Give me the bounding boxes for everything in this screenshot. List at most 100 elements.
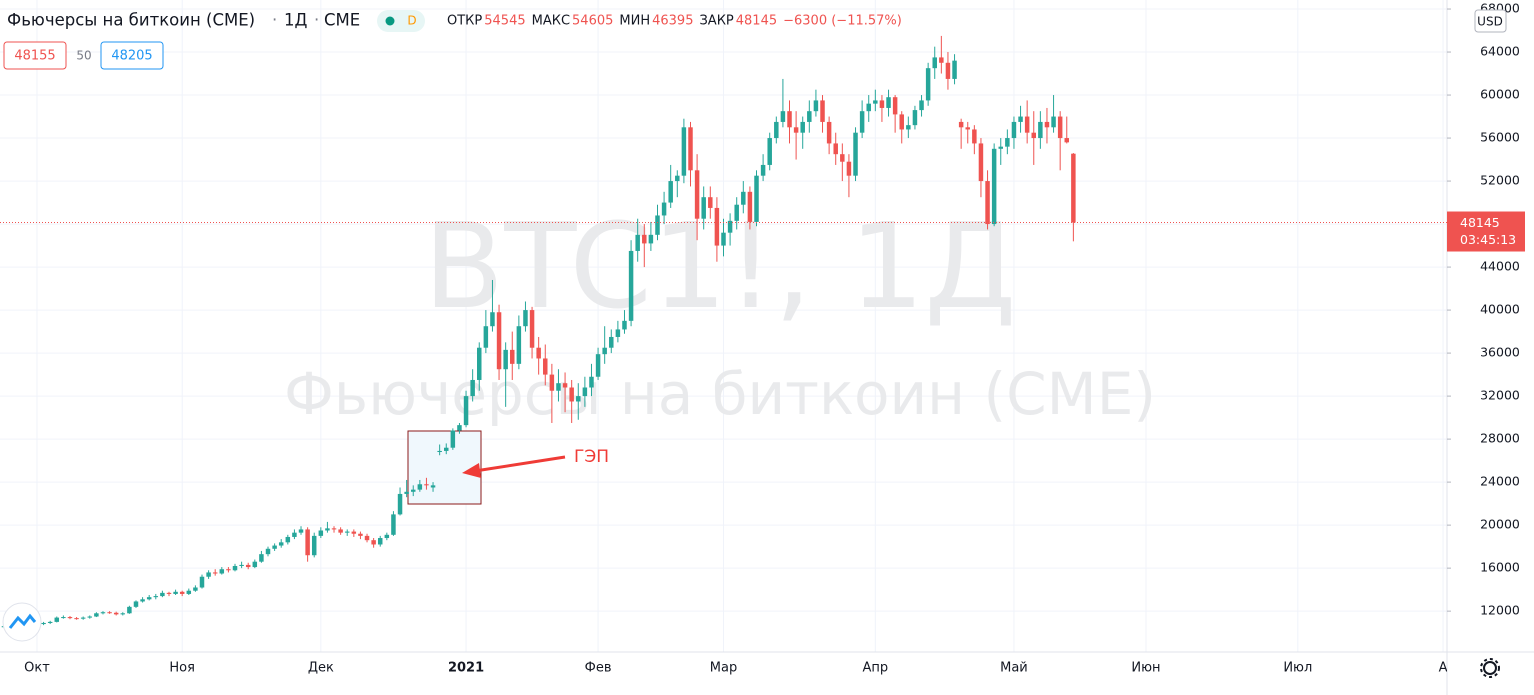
y-tick-label: 60000	[1480, 87, 1520, 102]
candle-body	[873, 100, 878, 104]
y-tick-label: 20000	[1480, 517, 1520, 532]
candle-body	[166, 592, 172, 594]
candle-body	[859, 111, 865, 133]
x-tick-label: Окт	[24, 661, 50, 676]
candle-body	[47, 621, 53, 623]
x-tick-label: Апр	[863, 661, 889, 676]
settings-gear[interactable]	[1480, 658, 1500, 678]
ask-box[interactable]	[100, 41, 164, 70]
y-tick-label: 44000	[1480, 259, 1520, 274]
candle-body	[912, 110, 918, 126]
candle-body	[41, 622, 46, 625]
candle-body	[760, 164, 766, 176]
candle-body	[1031, 132, 1037, 139]
candle-body	[635, 234, 640, 251]
candle-body	[252, 561, 258, 568]
candle-body	[318, 530, 324, 536]
candle-body	[998, 146, 1003, 149]
candle-body	[965, 127, 970, 130]
candle-body	[226, 569, 231, 571]
candle-body	[384, 534, 390, 539]
candle-body	[1044, 121, 1050, 128]
candle-body	[358, 533, 363, 536]
logo[interactable]	[2, 602, 42, 642]
candle-body	[932, 57, 937, 69]
candle-body	[87, 616, 93, 618]
x-tick-label: Ноя	[169, 661, 195, 676]
candle-body	[74, 618, 79, 620]
candle-body	[463, 396, 469, 426]
candle-body	[100, 612, 106, 614]
candle-body	[661, 202, 667, 216]
candle-body	[529, 310, 535, 348]
candle-body	[925, 68, 931, 101]
x-tick-label: А	[1439, 661, 1448, 676]
candle-body	[377, 538, 383, 545]
currency-box[interactable]	[1474, 9, 1507, 33]
candle-body	[1071, 153, 1076, 223]
y-tick-label: 28000	[1480, 431, 1520, 446]
candle-body	[351, 531, 357, 534]
candle-body	[681, 127, 687, 176]
candle-body	[285, 536, 291, 543]
candle-body	[391, 514, 396, 535]
candle-body	[67, 617, 73, 619]
candle-body	[212, 572, 218, 574]
candle-body	[543, 358, 548, 375]
annotation-label: ГЭП	[574, 447, 609, 467]
candle-body	[239, 564, 244, 566]
candle-body	[1064, 138, 1070, 143]
session-badge: D	[407, 14, 416, 28]
annotation-arrow	[474, 455, 566, 473]
legend-item: МАКС	[532, 14, 570, 29]
gear-ring	[1483, 661, 1497, 675]
y-tick-label: 36000	[1480, 345, 1520, 360]
interval: 1Д	[284, 11, 307, 30]
candle-body	[892, 97, 898, 115]
y-tick-label: 12000	[1480, 603, 1520, 618]
candle-body	[655, 215, 660, 235]
candle-body	[807, 111, 812, 122]
legend-item: 54545	[484, 14, 525, 29]
candle-body	[292, 532, 297, 537]
candle-body	[245, 564, 251, 568]
candle-body	[615, 329, 621, 337]
candle-body	[582, 387, 588, 397]
candle-body	[853, 132, 858, 176]
candle-body	[648, 234, 654, 244]
candle-body	[767, 138, 772, 165]
candle-body	[609, 336, 614, 348]
candle-body	[496, 312, 502, 370]
x-axis-labels: Окт Ноя Дек 2021 Фев Мар Апр Май Июн Июл А	[24, 661, 1447, 676]
candle-body	[569, 387, 574, 402]
candle-body	[602, 347, 607, 355]
candle-body	[675, 175, 680, 182]
candle-body	[576, 396, 581, 402]
candle-body	[364, 535, 370, 541]
spread: 50	[76, 49, 91, 63]
candle-body	[265, 548, 271, 555]
bid-box[interactable]	[3, 41, 67, 70]
candle-body	[457, 425, 462, 431]
candle-body	[430, 485, 436, 488]
candle-body	[958, 121, 964, 128]
candle-body	[113, 612, 119, 615]
candle-body	[939, 57, 944, 63]
candle-body	[945, 62, 951, 79]
candle-body	[727, 220, 733, 233]
candle-body	[708, 197, 713, 208]
candle-body	[800, 121, 805, 133]
candle-body	[232, 565, 238, 571]
candle-body	[1051, 116, 1056, 128]
legend-item: 48145	[736, 14, 777, 29]
x-tick-label: Мар	[710, 661, 737, 676]
candle-body	[549, 374, 555, 391]
exchange: CME	[324, 11, 360, 30]
watermark-symbol: BTC1!, 1Д	[423, 197, 1016, 335]
candle-body	[721, 232, 726, 246]
candle-body	[919, 100, 924, 111]
candle-body	[820, 100, 825, 122]
legend-item: 46395	[652, 14, 693, 29]
